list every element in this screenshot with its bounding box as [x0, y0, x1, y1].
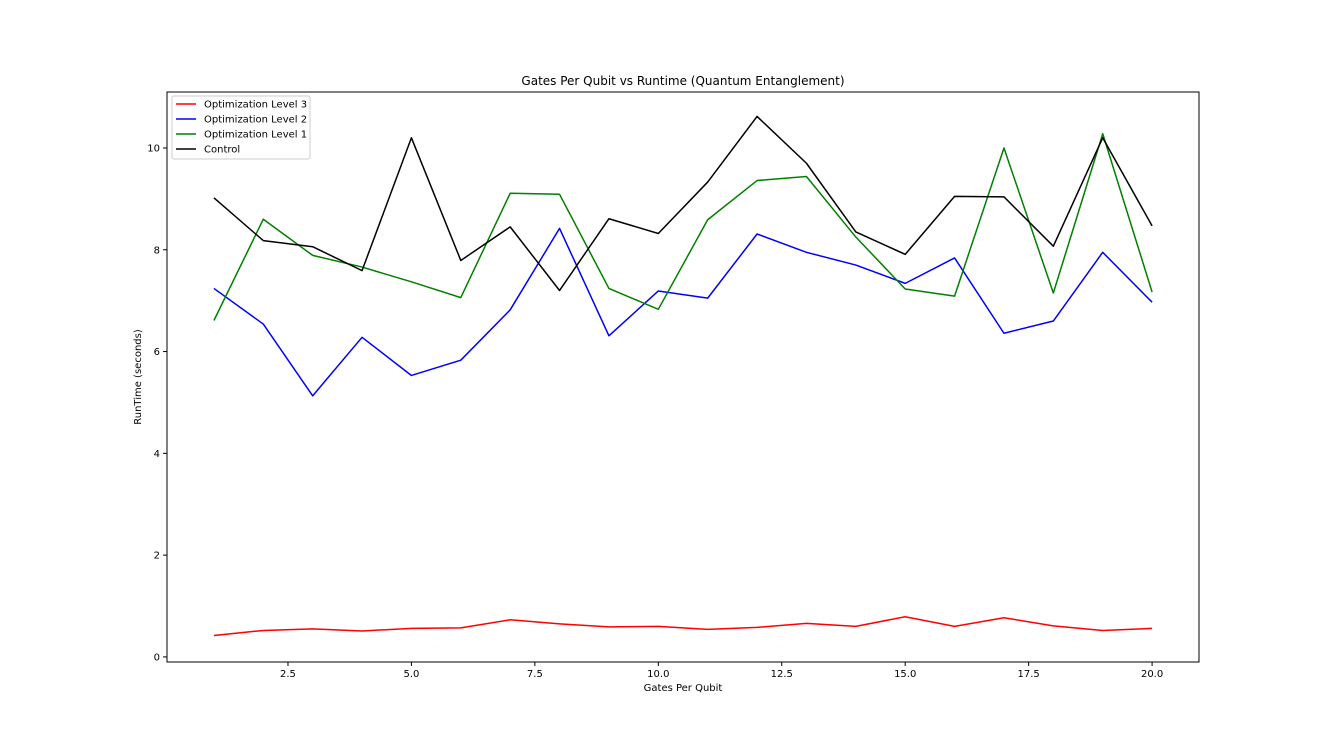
- legend-label: Optimization Level 3: [204, 100, 307, 111]
- x-tick-label: 10.0: [647, 669, 669, 680]
- series-line-3: [213, 132, 1153, 321]
- x-tick-label: 7.5: [527, 669, 543, 680]
- y-tick-label: 0: [154, 652, 160, 663]
- legend-label: Optimization Level 2: [204, 115, 307, 126]
- x-tick-label: 17.5: [1018, 669, 1040, 680]
- legend: Optimization Level 3 Optimization Level 2…: [171, 95, 311, 160]
- plot-frame: [166, 91, 1200, 663]
- y-tick-label: 6: [154, 347, 160, 358]
- chart-title: Gates Per Qubit vs Runtime (Quantum Enta…: [521, 74, 844, 88]
- y-tick-label: 4: [154, 449, 160, 460]
- x-axis-title: Gates Per Qubit: [644, 683, 723, 694]
- legend-label: Control: [204, 145, 240, 156]
- y-tick-label: 2: [154, 551, 160, 562]
- y-axis-title: RunTime (seconds): [133, 329, 144, 425]
- series-lines: [213, 115, 1153, 637]
- series-line-4: [213, 115, 1153, 292]
- x-tick-label: 2.5: [280, 669, 296, 680]
- x-tick-label: 12.5: [771, 669, 793, 680]
- legend-box: [171, 95, 311, 160]
- plot-area: [166, 91, 1200, 663]
- y-axis-ticks: 0 2 4 6 8 10: [147, 143, 167, 663]
- x-axis-ticks: 2.5 5.0 7.5 10.0 12.5 15.0 17.5 20.0: [280, 662, 1163, 680]
- series-line-2: [213, 227, 1153, 397]
- y-tick-label: 8: [154, 245, 160, 256]
- y-tick-label: 10: [147, 143, 160, 154]
- x-tick-label: 5.0: [403, 669, 419, 680]
- series-line-1: [213, 615, 1153, 637]
- legend-label: Optimization Level 1: [204, 130, 307, 141]
- x-tick-label: 15.0: [894, 669, 916, 680]
- x-tick-label: 20.0: [1141, 669, 1163, 680]
